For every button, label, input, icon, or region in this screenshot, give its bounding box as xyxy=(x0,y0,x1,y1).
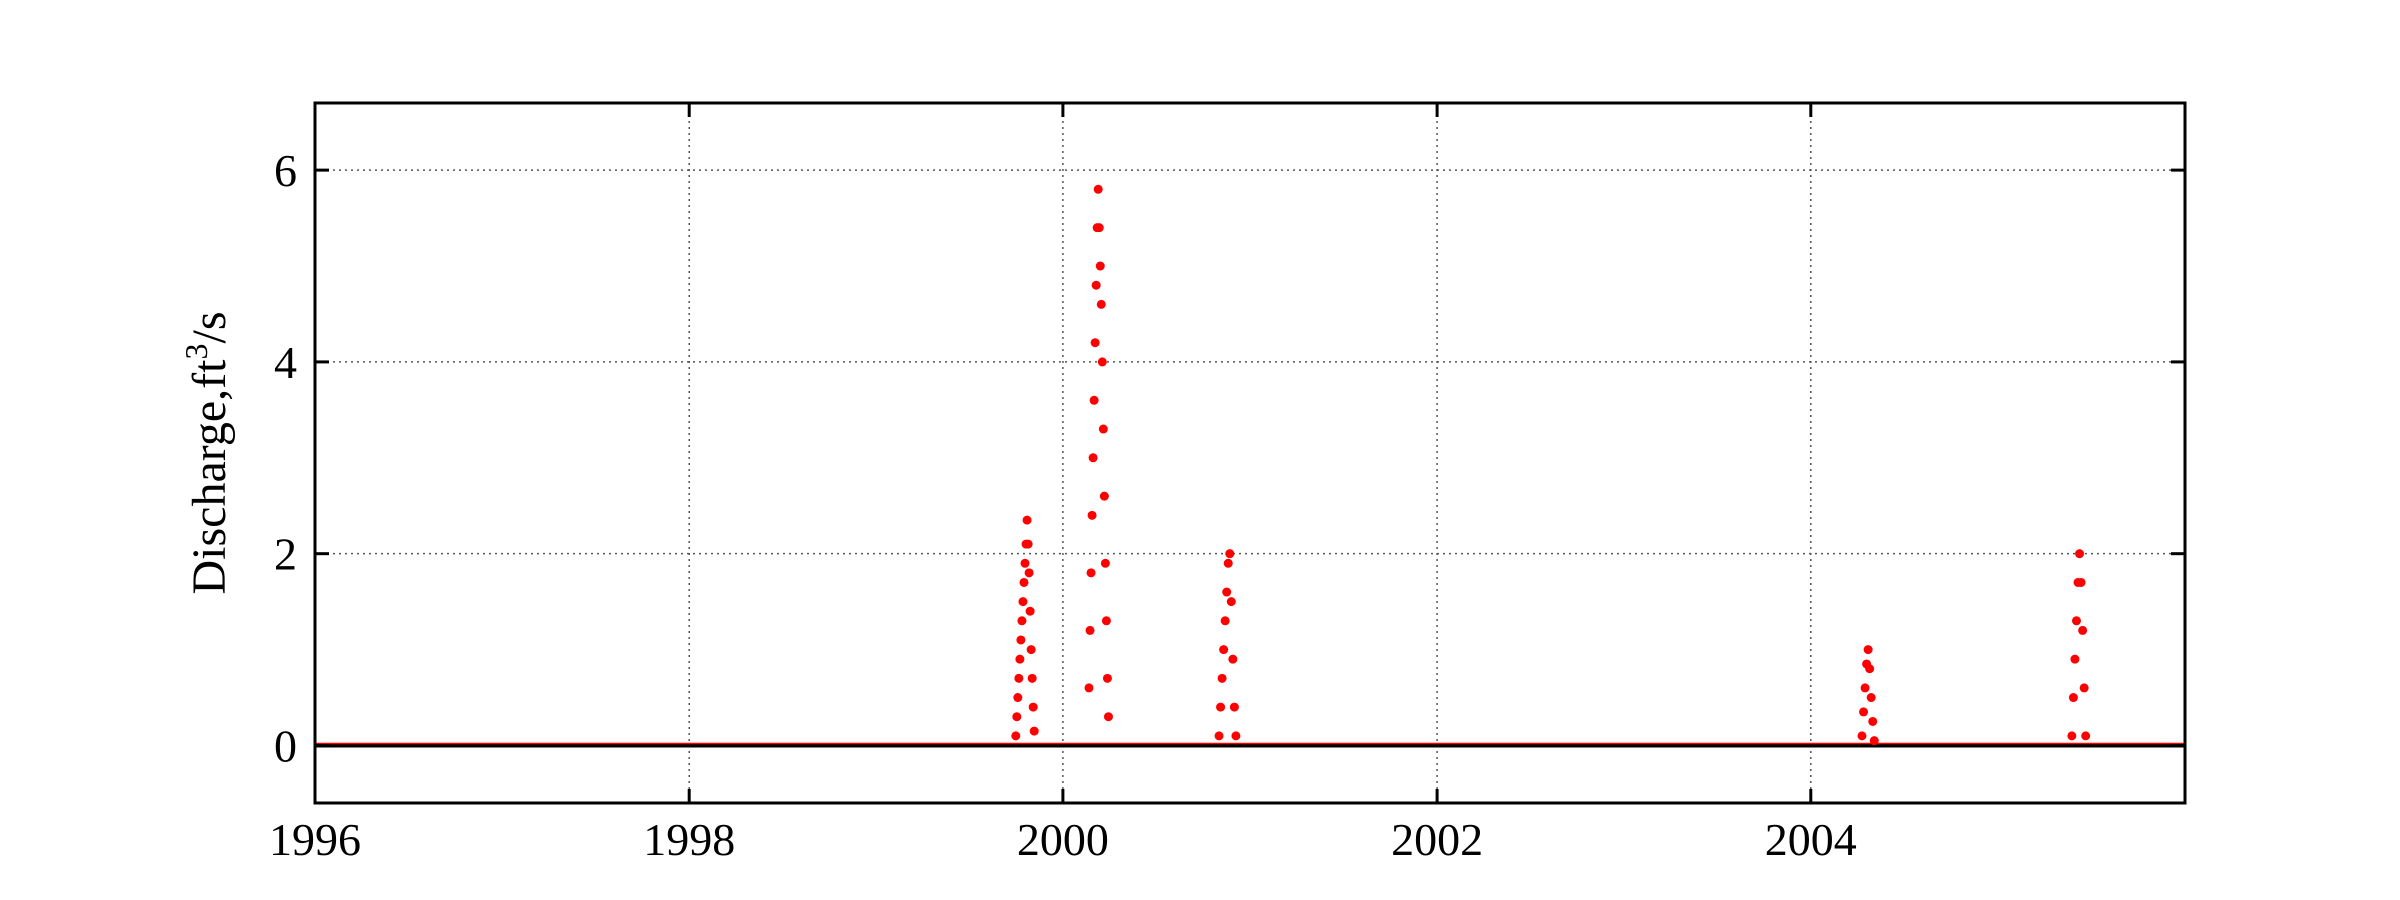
data-point xyxy=(1216,702,1226,712)
points-layer xyxy=(1011,184,2091,746)
data-point xyxy=(1857,731,1867,741)
data-point xyxy=(1214,731,1224,741)
data-point xyxy=(1020,558,1030,568)
x-tick-label: 1996 xyxy=(269,814,361,865)
data-point xyxy=(1100,558,1110,568)
data-point xyxy=(1865,664,1875,674)
data-point xyxy=(2067,731,2077,741)
y-axis-title: Discharge,ft3/s xyxy=(178,311,236,594)
data-point xyxy=(1088,453,1098,463)
data-point xyxy=(1231,731,1241,741)
data-point xyxy=(1085,625,1095,635)
data-point xyxy=(1220,616,1230,626)
grid-layer xyxy=(315,103,2185,803)
data-point xyxy=(1019,577,1029,587)
data-point xyxy=(1093,184,1103,194)
data-point xyxy=(1011,731,1021,741)
x-tick-label: 2000 xyxy=(1017,814,1109,865)
data-point xyxy=(1091,280,1101,290)
data-point xyxy=(1090,338,1100,348)
data-point xyxy=(2068,693,2078,703)
data-point xyxy=(2076,577,2086,587)
data-point xyxy=(1086,568,1096,578)
data-point xyxy=(1025,606,1035,616)
ticks-layer xyxy=(313,103,2185,803)
x-tick-label: 2004 xyxy=(1765,814,1857,865)
data-point xyxy=(1228,654,1238,664)
data-point xyxy=(1028,702,1038,712)
baseline-layer xyxy=(315,742,2185,748)
data-point xyxy=(1866,693,1876,703)
data-point xyxy=(1013,693,1023,703)
y-axis-title-main: Discharge,ft xyxy=(183,359,236,595)
data-point xyxy=(1222,587,1232,597)
data-point xyxy=(1217,673,1227,683)
y-tick-label: 0 xyxy=(274,720,297,771)
data-point xyxy=(1029,726,1039,736)
y-tick-label: 2 xyxy=(274,529,297,580)
data-point xyxy=(1225,549,1235,559)
data-point xyxy=(1229,702,1239,712)
data-point xyxy=(1868,716,1878,726)
plot-frame xyxy=(313,101,2187,805)
data-point xyxy=(1097,357,1107,367)
data-point xyxy=(2075,549,2085,559)
tick-labels-layer: 1996 1998 2000 2002 2004 0 2 4 6 xyxy=(269,145,1857,865)
y-axis-title-suffix: /s xyxy=(183,311,236,343)
y-axis-title-superscript: 3 xyxy=(178,343,214,359)
data-point xyxy=(1084,683,1094,693)
data-point xyxy=(2079,683,2089,693)
data-point xyxy=(1022,515,1032,525)
x-tick-label: 2002 xyxy=(1391,814,1483,865)
data-point xyxy=(1015,654,1025,664)
data-point xyxy=(1219,645,1229,655)
data-point xyxy=(1026,645,1036,655)
data-point xyxy=(1098,424,1108,434)
y-tick-label: 4 xyxy=(274,337,297,388)
data-point xyxy=(1103,712,1113,722)
data-point xyxy=(1859,707,1869,717)
data-point xyxy=(2071,616,2081,626)
data-point xyxy=(1095,261,1105,271)
data-point xyxy=(1087,510,1097,520)
data-point xyxy=(1099,491,1109,501)
data-point xyxy=(1101,616,1111,626)
data-point xyxy=(1024,568,1034,578)
data-point xyxy=(2081,731,2091,741)
data-point xyxy=(1014,673,1024,683)
data-point xyxy=(1102,673,1112,683)
data-point xyxy=(1017,616,1027,626)
data-point xyxy=(1023,539,1033,549)
x-tick-label: 1998 xyxy=(643,814,735,865)
data-point xyxy=(1226,597,1236,607)
data-point xyxy=(1863,645,1873,655)
data-point xyxy=(2070,654,2080,664)
data-point xyxy=(1016,635,1026,645)
y-tick-label: 6 xyxy=(274,145,297,196)
data-point xyxy=(1094,223,1104,233)
data-point xyxy=(2078,625,2088,635)
data-point xyxy=(1018,597,1028,607)
data-point xyxy=(1089,395,1099,405)
data-point xyxy=(1869,736,1879,746)
data-point xyxy=(1027,673,1037,683)
data-point xyxy=(1012,712,1022,722)
data-point xyxy=(1223,558,1233,568)
data-point xyxy=(1860,683,1870,693)
data-point xyxy=(1096,299,1106,309)
